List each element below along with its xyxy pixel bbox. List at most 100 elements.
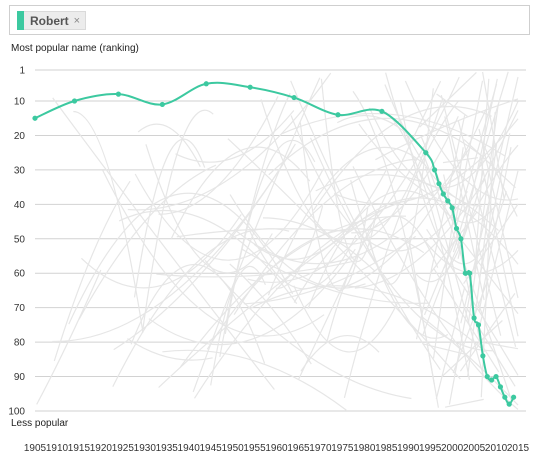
background-name-line [448, 287, 472, 405]
series-point [203, 81, 209, 87]
series-point [291, 94, 297, 101]
series-point [480, 353, 486, 359]
background-name-line [113, 143, 296, 351]
x-tick-label: 2010 [485, 443, 508, 454]
series-point [467, 270, 473, 276]
background-name-line [429, 212, 478, 274]
name-search-box[interactable]: Robert × [9, 5, 530, 35]
background-name-line [483, 342, 519, 350]
background-name-line [219, 92, 291, 358]
series-point [506, 401, 512, 407]
x-tick-label: 1935 [156, 443, 179, 454]
background-name-line [80, 213, 242, 289]
background-name-line [320, 78, 378, 262]
x-tick-label: 1930 [134, 443, 157, 454]
y-tick-label: 10 [14, 97, 26, 108]
background-name-line [234, 146, 472, 265]
background-name-line [36, 269, 102, 405]
background-name-line [148, 248, 356, 346]
background-name-line [300, 335, 380, 372]
background-name-line [419, 71, 477, 128]
background-name-line [73, 110, 144, 333]
x-tick-label: 1970 [309, 443, 332, 454]
background-name-line [241, 248, 430, 304]
background-name-line [137, 123, 201, 167]
background-name-line [298, 80, 442, 380]
background-name-line [193, 201, 401, 399]
series-point [440, 191, 446, 197]
series-point [462, 270, 468, 276]
x-tick-label: 1940 [178, 443, 201, 454]
series-point [449, 205, 455, 211]
background-name-lines [36, 71, 519, 411]
background-name-line [156, 260, 356, 278]
series-point [458, 236, 464, 242]
background-name-line [463, 203, 519, 284]
background-name-line [415, 115, 466, 340]
x-tick-label: 2015 [507, 443, 530, 454]
tag-color-swatch [17, 11, 24, 30]
series-point [453, 225, 460, 232]
series-point [497, 384, 504, 390]
background-name-line [478, 170, 519, 331]
tag-label: Robert [30, 13, 69, 28]
background-name-line [78, 164, 217, 320]
background-name-line [440, 94, 502, 336]
background-name-line [176, 228, 349, 238]
background-name-line [423, 232, 460, 316]
background-name-line [422, 343, 466, 355]
series-point [379, 108, 385, 114]
background-name-line [479, 156, 519, 337]
x-tick-labels: 1905 1910 1915 1920 1925 1930 1935 1940 1945 1950… [24, 443, 530, 454]
background-name-line [408, 239, 439, 408]
series-point [159, 101, 165, 108]
background-name-line [162, 349, 347, 411]
background-name-line [299, 122, 369, 292]
background-name-line [463, 139, 516, 189]
close-icon[interactable]: × [73, 14, 81, 27]
background-name-line [206, 228, 425, 350]
background-name-line [444, 398, 484, 408]
y-tick-label: 80 [14, 338, 26, 349]
name-tag[interactable]: Robert × [17, 11, 87, 30]
background-name-line [424, 166, 485, 379]
x-tick-label: 1960 [265, 443, 288, 454]
background-name-line [455, 80, 484, 222]
background-name-line [170, 146, 311, 239]
background-name-line [68, 192, 294, 325]
y-tick-label: 1 [19, 66, 25, 77]
background-name-line [192, 77, 321, 393]
background-name-line [433, 268, 500, 373]
x-tick-label: 1910 [46, 443, 69, 454]
series-point [436, 181, 442, 187]
y-tick-label: 90 [14, 372, 26, 383]
series-point [431, 167, 438, 173]
background-name-line [229, 263, 312, 365]
y-tick-label: 70 [14, 303, 26, 314]
x-tick-label: 1950 [221, 443, 244, 454]
x-tick-label: 1995 [419, 443, 442, 454]
background-name-line [290, 80, 441, 371]
y-axis-bottom-label: Less popular [11, 418, 69, 429]
x-tick-label: 1905 [24, 443, 47, 454]
x-tick-label: 2000 [441, 443, 464, 454]
series-point [445, 198, 451, 204]
series-point [484, 373, 490, 380]
background-name-line [457, 120, 517, 347]
x-tick-label: 1975 [331, 443, 354, 454]
background-name-line [315, 174, 499, 232]
background-name-line [204, 260, 412, 400]
background-name-line [343, 109, 487, 288]
background-name-line [158, 96, 279, 215]
x-tick-label: 1955 [243, 443, 266, 454]
background-name-line [281, 113, 506, 157]
background-name-line [229, 194, 366, 289]
background-name-line [227, 138, 461, 380]
background-name-line [127, 72, 332, 211]
background-name-line [414, 169, 485, 283]
background-name-line [444, 116, 485, 301]
background-name-line [249, 230, 357, 290]
series-point [475, 322, 482, 328]
series-point [502, 394, 508, 400]
